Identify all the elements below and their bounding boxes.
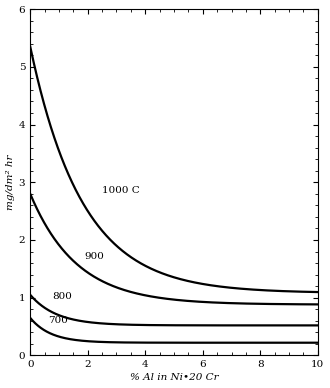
X-axis label: % Al in Ni•20 Cr: % Al in Ni•20 Cr [130, 373, 218, 383]
Y-axis label: mg/dm² hr: mg/dm² hr [6, 154, 15, 210]
Text: 800: 800 [52, 292, 72, 301]
Text: 1000 C: 1000 C [102, 186, 140, 196]
Text: 700: 700 [48, 316, 68, 325]
Text: 900: 900 [85, 252, 105, 261]
